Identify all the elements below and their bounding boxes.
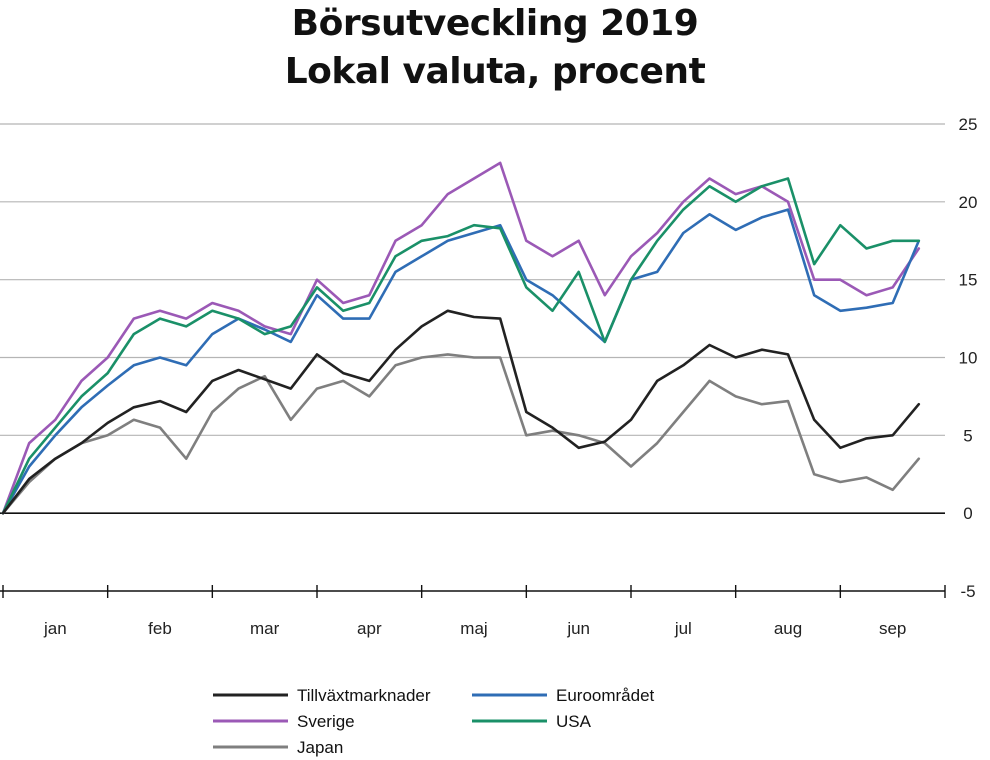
series-line-usa: [1, 177, 921, 515]
legend-label: Sverige: [297, 712, 355, 731]
y-tick-label: 0: [963, 504, 972, 523]
x-tick-label: jun: [566, 619, 590, 638]
legend-label: Japan: [297, 738, 343, 757]
series-line-euroområdet: [1, 208, 921, 515]
x-tick-label: aug: [774, 619, 802, 638]
chart-title-block: Börsutveckling 2019 Lokal valuta, procen…: [0, 0, 990, 96]
chart-subtitle: Lokal valuta, procent: [284, 51, 706, 92]
series-lines: [1, 161, 921, 515]
x-tick-label: maj: [460, 619, 487, 638]
y-tick-label: 10: [959, 349, 978, 368]
y-axis-ticks: 25 20 15 10 5 0 -5: [959, 115, 978, 601]
y-tick-label: 5: [963, 426, 972, 445]
y-tick-label: 20: [959, 193, 978, 212]
x-axis: jan feb mar apr maj jun jul aug sep: [0, 585, 946, 638]
x-tick-label: apr: [357, 619, 382, 638]
gridlines: [0, 123, 945, 514]
x-tick-label: feb: [148, 619, 172, 638]
legend-label: Tillväxtmarknader: [297, 686, 431, 705]
legend: Tillväxtmarknader Euroområdet Sverige USA Ja…: [213, 686, 655, 757]
legend-label: USA: [556, 712, 592, 731]
y-tick-label: 25: [959, 115, 978, 134]
chart-title: Börsutveckling 2019: [291, 3, 699, 44]
x-tick-label: jan: [43, 619, 67, 638]
series-line-japan: [1, 353, 921, 515]
y-tick-label: 15: [959, 271, 978, 290]
series-line-sverige: [1, 161, 921, 515]
y-tick-label: -5: [960, 582, 975, 601]
series-line-tillväxtmarknader: [1, 309, 921, 515]
legend-label: Euroområdet: [556, 686, 655, 705]
x-tick-label: sep: [879, 619, 906, 638]
x-tick-label: mar: [250, 619, 280, 638]
x-tick-label: jul: [674, 619, 692, 638]
